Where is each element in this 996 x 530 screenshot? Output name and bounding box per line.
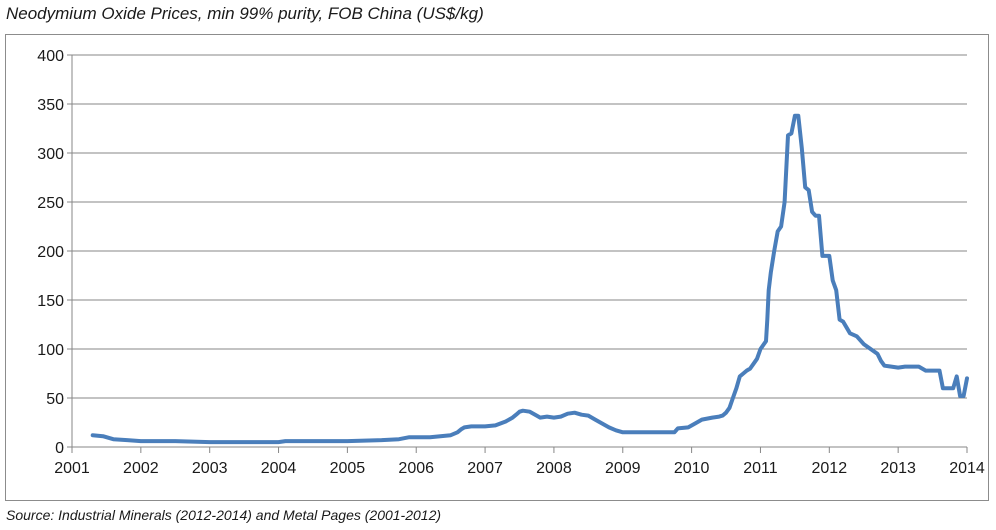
x-tick-label: 2006 [398, 460, 434, 477]
x-tick-label: 2010 [674, 460, 710, 477]
x-tick-label: 2013 [880, 460, 916, 477]
gridlines [72, 54, 967, 399]
x-tick-label: 2009 [605, 460, 641, 477]
y-tick-label: 350 [37, 97, 64, 114]
y-axis-tick-labels: 0 50 100 150 200 250 300 350 400 [37, 48, 64, 457]
y-tick-label: 200 [37, 244, 64, 261]
y-tick-label: 100 [37, 342, 64, 359]
x-tick-label: 2005 [330, 460, 366, 477]
x-tick-label: 2008 [536, 460, 572, 477]
x-tick-label: 2011 [743, 460, 778, 477]
y-tick-label: 300 [37, 146, 64, 163]
x-tick-label: 2014 [949, 460, 985, 477]
y-tick-label: 400 [37, 48, 64, 65]
axes [67, 54, 968, 453]
source-note: Source: Industrial Minerals (2012-2014) … [6, 507, 442, 523]
chart-title: Neodymium Oxide Prices, min 99% purity, … [6, 4, 484, 23]
x-tick-label: 2001 [54, 460, 90, 477]
plot-area [90, 113, 969, 445]
price-series-line [90, 113, 969, 445]
x-axis-tick-labels: 2001 2002 2003 2004 2005 2006 2007 2008 2009 2010… [54, 460, 985, 477]
x-tick-label: 2003 [192, 460, 228, 477]
y-tick-label: 0 [55, 440, 64, 457]
x-tick-label: 2007 [467, 460, 503, 477]
y-tick-label: 50 [46, 391, 64, 408]
y-tick-label: 150 [37, 293, 64, 310]
x-tick-label: 2002 [123, 460, 159, 477]
x-tick-label: 2012 [812, 460, 848, 477]
y-tick-label: 250 [37, 195, 64, 212]
x-tick-label: 2004 [261, 460, 297, 477]
